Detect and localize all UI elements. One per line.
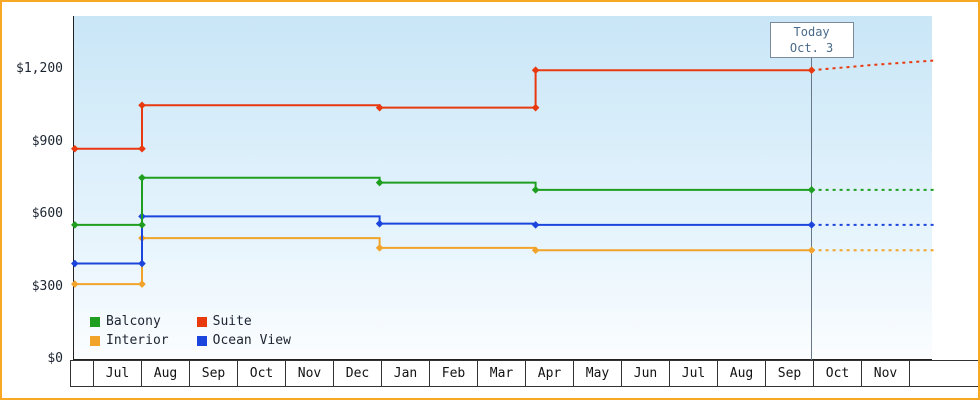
x-axis-month-cell: Nov <box>862 360 910 387</box>
x-axis-month-cell: Oct <box>814 360 862 387</box>
x-axis-month-cell: Dec <box>334 360 382 387</box>
series-line-ocean-view <box>74 215 812 265</box>
x-axis-spacer-cell <box>70 360 94 387</box>
chart-legend: Balcony Suite Interior Ocean View <box>90 312 291 350</box>
legend-label: Ocean View <box>212 333 291 348</box>
legend-swatch-suite <box>196 316 207 327</box>
data-point-balcony <box>531 186 540 194</box>
x-axis-month-cell: Nov <box>286 360 334 387</box>
x-axis-month-cell: Aug <box>142 360 190 387</box>
x-axis-month-cell: Jan <box>382 360 430 387</box>
data-point-interior <box>71 280 79 288</box>
data-point-balcony <box>807 186 816 194</box>
x-axis-month-cell: May <box>574 360 622 387</box>
data-point-suite <box>138 144 146 153</box>
legend-label: Suite <box>212 314 252 329</box>
series-line-balcony <box>74 176 812 226</box>
x-axis-month-cell: Sep <box>766 360 814 387</box>
legend-item-ocean-view: Ocean View <box>196 331 291 350</box>
legend-item-balcony: Balcony <box>90 312 169 331</box>
y-axis-label: $0 <box>47 351 63 366</box>
data-point-balcony <box>138 221 146 229</box>
data-point-ocean-view <box>71 259 79 268</box>
legend-label: Interior <box>106 333 169 348</box>
chart-plot-area <box>73 16 932 360</box>
legend-swatch-interior <box>90 335 100 346</box>
data-point-suite <box>138 101 146 110</box>
today-label-date: Oct. 3 <box>789 41 834 55</box>
data-point-suite <box>375 103 384 112</box>
x-axis-month-cell: Apr <box>526 360 574 387</box>
y-axis-label: $600 <box>31 206 63 221</box>
data-point-balcony <box>71 221 79 229</box>
data-point-suite <box>531 66 540 75</box>
data-point-balcony <box>375 178 384 187</box>
x-axis-month-cell: Oct <box>238 360 286 387</box>
data-point-interior <box>375 244 384 252</box>
data-point-interior <box>807 246 816 255</box>
data-point-ocean-view <box>807 221 816 229</box>
y-axis-label: $900 <box>31 133 63 149</box>
data-point-interior <box>531 246 540 255</box>
series-line-interior <box>74 237 812 286</box>
x-axis-spacer-cell <box>910 360 978 387</box>
x-axis-month-cell: Feb <box>430 360 478 387</box>
legend-item-suite: Suite <box>196 312 291 331</box>
series-line-suite <box>74 69 812 150</box>
chart-lines <box>71 59 935 288</box>
x-axis-month-cell: Sep <box>190 360 238 387</box>
y-axis: $0 $300 $600 $900 $1,200 <box>2 2 68 398</box>
data-point-ocean-view <box>138 259 146 268</box>
today-marker-line <box>811 58 813 360</box>
legend-swatch-ocean-view <box>196 335 207 346</box>
x-axis-month-cell: Mar <box>478 360 526 387</box>
x-axis-month-cell: Aug <box>718 360 766 387</box>
legend-swatch-balcony <box>90 316 100 327</box>
today-label-title: Today <box>793 25 830 39</box>
series-forecast-suite <box>811 59 935 72</box>
today-marker-label: Today Oct. 3 <box>769 22 854 58</box>
data-point-suite <box>71 144 79 153</box>
y-axis-label: $1,200 <box>16 61 63 76</box>
y-axis-label: $300 <box>31 278 63 294</box>
legend-label: Balcony <box>106 314 161 329</box>
data-point-interior <box>138 280 146 288</box>
data-point-balcony <box>138 173 146 182</box>
legend-item-interior: Interior <box>90 331 169 350</box>
x-axis-month-cell: Jul <box>94 360 142 387</box>
x-axis-month-cell: Jul <box>670 360 718 387</box>
data-point-suite <box>807 66 816 75</box>
data-point-ocean-view <box>531 221 540 229</box>
x-axis-month-row: Jul Aug Sep Oct Nov Dec Jan Feb Mar Apr May Jun Jul A… <box>70 360 978 387</box>
x-axis-month-cell: Jun <box>622 360 670 387</box>
data-point-suite <box>531 103 540 112</box>
data-point-ocean-view <box>375 219 384 228</box>
